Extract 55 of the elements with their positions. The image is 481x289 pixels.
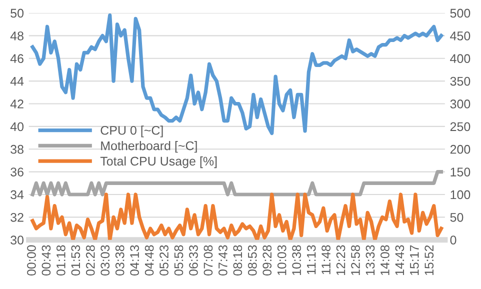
x-tick-label: 12:58 (351, 245, 360, 276)
x-tick-label: 05:23 (160, 245, 168, 276)
y-tick-label: 38 (10, 144, 24, 154)
y-tick-label: 32 (10, 212, 24, 222)
legend-label: Motherboard [~C] (101, 141, 197, 153)
x-tick-label: 03:38 (115, 245, 124, 276)
x-tick-label: 04:48 (144, 245, 154, 276)
x-tick-label: 15:17 (410, 245, 419, 276)
x-tick-label: 08:53 (248, 245, 257, 276)
y2-tick-label: 400 (450, 54, 470, 64)
y2-tick-label: 450 (450, 31, 470, 40)
legend-label: Total CPU Usage [%] (100, 156, 217, 168)
line-series (30, 192, 444, 240)
x-tick-label: 04:13 (130, 245, 139, 276)
y2-tick-label: 300 (450, 100, 470, 108)
x-tick-label: 01:18 (56, 245, 66, 276)
x-tick-label: 09:28 (262, 245, 272, 276)
x-tick-label: 00:00 (27, 245, 36, 276)
y-tick-label: 48 (10, 31, 24, 40)
y-tick-label: 42 (10, 100, 24, 108)
x-tick-label: 11:48 (322, 245, 330, 274)
legend-label: CPU 0 [~C] (100, 126, 163, 138)
y-tick-label: 50 (10, 8, 24, 18)
x-tick-label: 14:43 (395, 245, 404, 276)
y2-tick-label: 250 (450, 122, 470, 132)
y-tick-label: 34 (10, 190, 24, 200)
x-tick-label: 07:08 (204, 245, 213, 276)
y2-tick-label: 150 (450, 168, 470, 176)
x-tick-label: 01:53 (71, 245, 80, 276)
x-tick-label: 11:13 (306, 245, 316, 274)
line-series (30, 13, 444, 136)
x-tick-label: 03:03 (100, 245, 110, 276)
x-tick-label: 00:43 (42, 245, 51, 276)
x-tick-label: 14:08 (380, 245, 390, 276)
y-tick-label: 36 (10, 168, 24, 176)
y2-tick-label: 500 (450, 8, 470, 18)
x-tick-label: 05:58 (174, 245, 184, 276)
y-tick-label: 30 (10, 236, 24, 245)
y2-tick-label: 100 (450, 190, 470, 200)
x-tick-label: 07:43 (218, 245, 228, 276)
x-tick-label: 15:52 (424, 245, 434, 276)
y2-tick-label: 50 (450, 212, 464, 222)
y2-tick-label: 0 (450, 236, 456, 245)
x-tick-label: 10:03 (277, 245, 286, 276)
x-tick-label: 13:33 (366, 245, 375, 276)
y-tick-label: 46 (10, 54, 24, 64)
x-tick-label: 10:38 (292, 245, 301, 276)
y2-tick-label: 200 (450, 144, 470, 154)
x-tick-label: 06:33 (189, 245, 198, 276)
y-tick-label: 44 (10, 76, 24, 86)
x-tick-label: 12:23 (336, 245, 346, 276)
x-tick-label: 08:18 (233, 245, 242, 276)
y-tick-label: 40 (10, 122, 24, 132)
y2-tick-label: 350 (450, 76, 470, 86)
x-tick-label: 02:28 (86, 245, 95, 276)
